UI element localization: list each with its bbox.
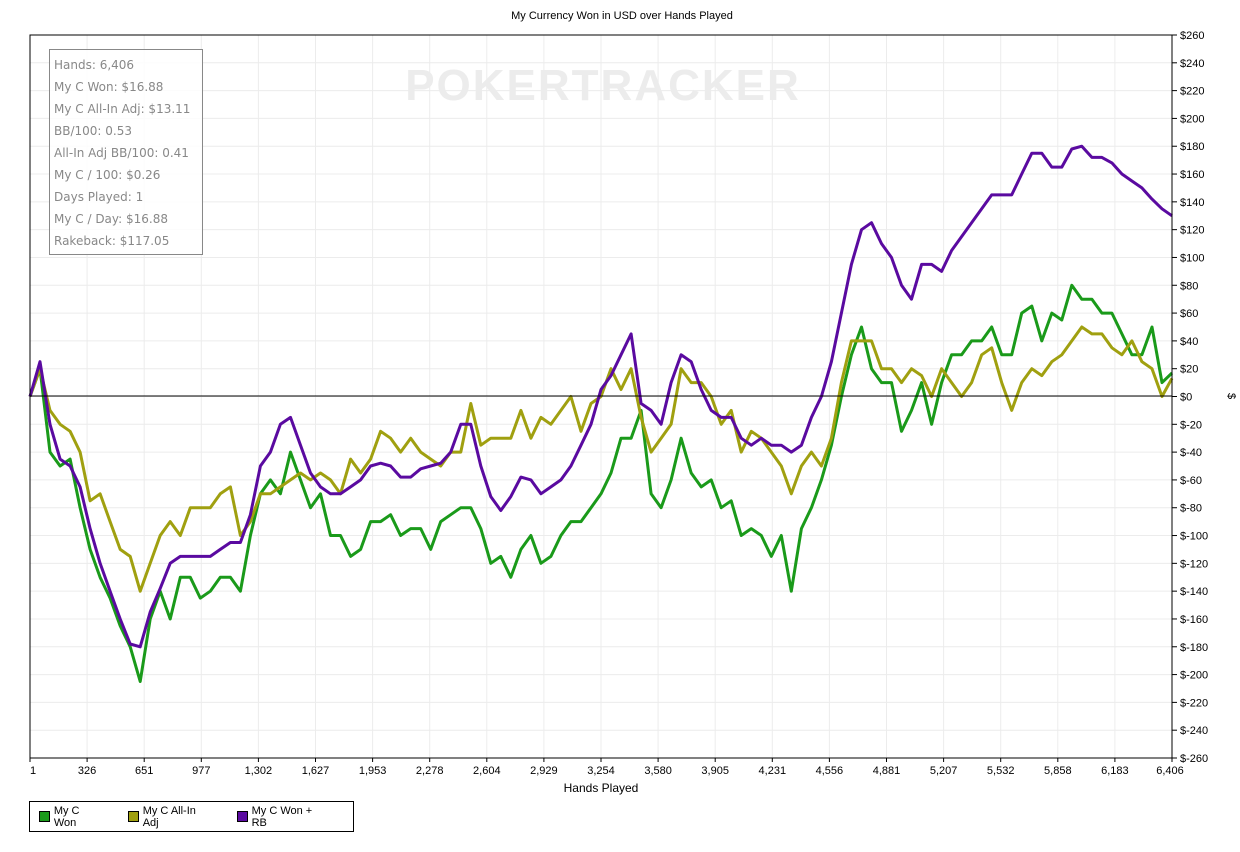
x-tick-label: 1,627	[302, 765, 330, 777]
x-axis-label: Hands Played	[564, 781, 639, 795]
legend-item: My C Won	[39, 805, 104, 829]
legend-label: My C Won + RB	[251, 804, 313, 829]
y-tick-label: $40	[1180, 336, 1198, 348]
y-tick-label: $220	[1180, 86, 1204, 98]
legend-label: My C All-In Adj	[142, 804, 196, 829]
stat-line: Days Played: 1	[54, 190, 144, 204]
stat-line: All-In Adj BB/100: 0.41	[54, 146, 189, 160]
stat-line: My C / Day: $16.88	[54, 212, 168, 226]
x-tick-label: 1,953	[359, 765, 387, 777]
y-tick-label: $120	[1180, 225, 1204, 237]
series-line-my-c-won-rb	[28, 144, 1173, 649]
x-tick-label: 3,254	[587, 765, 615, 777]
y-tick-label: $-60	[1180, 475, 1202, 487]
x-tick-label: 5,858	[1044, 765, 1072, 777]
y-tick-label: $-180	[1180, 642, 1208, 654]
x-tick-label: 1,302	[245, 765, 273, 777]
y-tick-label: $-220	[1180, 697, 1208, 709]
x-tick-label: 326	[78, 765, 96, 777]
y-tick-label: $-160	[1180, 614, 1208, 626]
x-tick-label: 2,278	[416, 765, 444, 777]
stat-line: My C All-In Adj: $13.11	[54, 102, 191, 116]
legend-item: My C All-In Adj	[127, 804, 213, 829]
y-axis: $260 $240 $220 $200 $180 $160 $140 $120 $100 $80 $…	[1172, 30, 1208, 765]
series-line-my-c-won	[28, 283, 1174, 683]
chart-title: My Currency Won in USD over Hands Played	[511, 10, 733, 22]
x-tick-label: 5,532	[987, 765, 1015, 777]
x-tick-label: 2,929	[530, 765, 558, 777]
stat-line: Hands: 6,406	[54, 58, 135, 72]
stat-line: Rakeback: $117.05	[54, 234, 170, 248]
y-tick-label: $100	[1180, 252, 1204, 264]
x-tick-label: 4,881	[873, 765, 901, 777]
y-axis-label: $	[1225, 393, 1237, 399]
x-tick-label: 2,604	[473, 765, 501, 777]
y-tick-label: $260	[1180, 30, 1204, 42]
x-tick-label: 6,406	[1156, 765, 1184, 777]
stat-line: My C Won: $16.88	[54, 80, 164, 94]
legend-swatch	[39, 811, 50, 822]
stat-line: BB/100: 0.53	[54, 124, 132, 138]
x-tick-label: 1	[30, 765, 36, 777]
x-tick-label: 6,183	[1101, 765, 1129, 777]
y-tick-label: $-100	[1180, 531, 1208, 543]
y-tick-label: $-120	[1180, 558, 1208, 570]
x-tick-label: 5,207	[930, 765, 958, 777]
y-tick-label: $60	[1180, 308, 1198, 320]
y-tick-label: $-260	[1180, 753, 1208, 765]
y-tick-label: $180	[1180, 141, 1204, 153]
legend-item: My C Won + RB	[236, 804, 329, 829]
x-tick-label: 4,556	[816, 765, 844, 777]
pokertracker-watermark-logo: POKERTRACKER	[405, 61, 801, 110]
legend-swatch	[127, 811, 139, 822]
x-tick-label: 3,905	[701, 765, 729, 777]
legend-swatch	[236, 811, 248, 822]
y-tick-label: $20	[1180, 364, 1198, 376]
y-tick-label: $-140	[1180, 586, 1208, 598]
y-tick-label: $140	[1180, 197, 1204, 209]
y-tick-label: $-20	[1180, 419, 1202, 431]
x-tick-label: 977	[192, 765, 210, 777]
y-tick-label: $80	[1180, 280, 1198, 292]
x-tick-label: 4,231	[759, 765, 787, 777]
stats-box: Hands: 6,406 My C Won: $16.88 My C All-In …	[49, 49, 203, 255]
y-tick-label: $240	[1180, 58, 1204, 70]
stat-line: My C / 100: $0.26	[54, 168, 161, 182]
y-tick-label: $160	[1180, 169, 1204, 181]
y-tick-label: $200	[1180, 113, 1204, 125]
x-tick-label: 651	[135, 765, 153, 777]
y-tick-label: $-80	[1180, 503, 1202, 515]
x-tick-label: 3,580	[644, 765, 672, 777]
y-tick-label: $-240	[1180, 725, 1208, 737]
x-axis: 1 326 651 977 1,302 1,627 1,953 2,278 2,604 2,929…	[29, 758, 1184, 777]
y-tick-label: $-40	[1180, 447, 1202, 459]
legend-label: My C Won	[53, 804, 80, 829]
legend: My C Won My C All-In Adj My C Won + RB	[29, 801, 354, 832]
y-tick-label: $-200	[1180, 670, 1208, 682]
y-tick-label: $0	[1180, 392, 1192, 404]
